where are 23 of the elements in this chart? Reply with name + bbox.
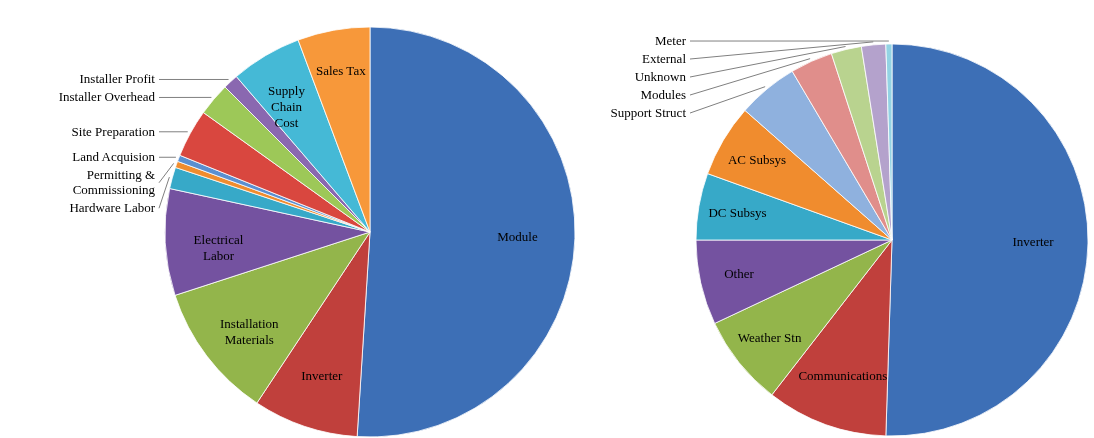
slice-label: Weather Stn bbox=[737, 330, 802, 346]
slice-label: Site Preparation bbox=[71, 123, 156, 139]
slice-label: Modules bbox=[640, 87, 686, 103]
slice-label: External bbox=[641, 51, 687, 67]
slice-label: Land Acquision bbox=[72, 149, 156, 165]
slice-label: Permitting & Commissioning bbox=[72, 167, 156, 198]
slice-label: Inverter bbox=[301, 367, 343, 383]
slice-label: Supply Chain Cost bbox=[268, 82, 306, 130]
slice-label: DC Subsys bbox=[708, 205, 767, 221]
slice-label: Hardware Labor bbox=[69, 200, 156, 216]
slice-label: Installer Profit bbox=[79, 71, 156, 87]
slice-label: Meter bbox=[654, 33, 687, 49]
slice-label: Electrical Labor bbox=[193, 231, 244, 263]
slice-label: AC Subsys bbox=[727, 152, 787, 168]
slice-label: Installation Materials bbox=[220, 315, 279, 347]
slice-label: Unknown bbox=[634, 69, 687, 85]
slice-label: Sales Tax bbox=[315, 62, 367, 78]
slice-label: Other bbox=[724, 266, 755, 282]
slice-label: Communications bbox=[798, 368, 888, 384]
slice-label: Installer Overhead bbox=[58, 89, 156, 105]
slice-label: Inverter bbox=[1012, 234, 1055, 250]
slice-label: Support Struct bbox=[610, 105, 687, 121]
slice-label: Module bbox=[497, 228, 538, 244]
